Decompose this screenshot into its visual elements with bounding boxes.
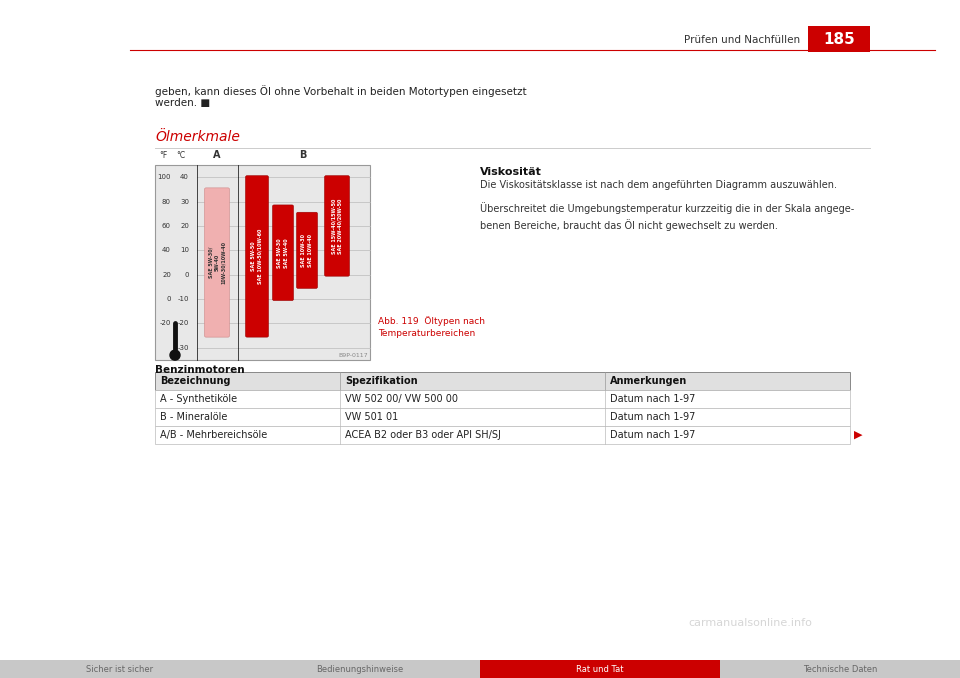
FancyBboxPatch shape (297, 212, 318, 288)
Text: °F: °F (158, 151, 167, 160)
Text: Datum nach 1-97: Datum nach 1-97 (610, 412, 695, 422)
Text: 100: 100 (157, 174, 171, 180)
Bar (720, 660, 960, 678)
Bar (155, 408, 850, 426)
Text: Ölmerkmale: Ölmerkmale (155, 130, 240, 144)
Text: B9P-0117: B9P-0117 (338, 353, 368, 358)
Text: SAE 15W-40/15W-50
SAE 20W-40/20W-50: SAE 15W-40/15W-50 SAE 20W-40/20W-50 (331, 198, 343, 254)
Bar (0, 660, 240, 678)
Text: -20: -20 (178, 321, 189, 326)
Text: 185: 185 (823, 31, 854, 47)
Text: 0: 0 (166, 296, 171, 302)
Bar (155, 390, 850, 408)
Bar (155, 426, 850, 444)
FancyBboxPatch shape (204, 188, 229, 337)
Text: ▶: ▶ (854, 430, 862, 440)
Text: VW 501 01: VW 501 01 (345, 412, 398, 422)
Text: ACEA B2 oder B3 oder API SH/SJ: ACEA B2 oder B3 oder API SH/SJ (345, 430, 501, 440)
FancyBboxPatch shape (246, 176, 269, 337)
Text: geben, kann dieses Öl ohne Vorbehalt in beiden Motortypen eingesetzt: geben, kann dieses Öl ohne Vorbehalt in … (155, 85, 527, 97)
Text: SAE 5W-30/
5W-40
10W-30/10W-40: SAE 5W-30/ 5W-40 10W-30/10W-40 (208, 241, 226, 284)
FancyBboxPatch shape (324, 176, 349, 276)
Text: Spezifikation: Spezifikation (345, 376, 418, 386)
Bar (155, 372, 850, 390)
Text: Datum nach 1-97: Datum nach 1-97 (610, 430, 695, 440)
Bar (808, 26, 870, 52)
Text: Überschreitet die Umgebungstemperatur kurzzeitig die in der Skala angege-
benen : Überschreitet die Umgebungstemperatur ku… (480, 202, 854, 231)
FancyBboxPatch shape (273, 205, 294, 300)
Text: Bezeichnung: Bezeichnung (160, 376, 230, 386)
Text: 20: 20 (162, 272, 171, 278)
Text: Abb. 119  Öltypen nach
Temperaturbereichen: Abb. 119 Öltypen nach Temperaturbereiche… (378, 317, 485, 338)
Text: Sicher ist sicher: Sicher ist sicher (86, 664, 154, 673)
Bar (480, 660, 720, 678)
Text: B - Mineralöle: B - Mineralöle (160, 412, 228, 422)
Text: SAE 5W-50
SAE 10W-50/10W-60: SAE 5W-50 SAE 10W-50/10W-60 (252, 228, 263, 284)
Text: Benzinmotoren: Benzinmotoren (155, 365, 245, 375)
Text: A - Synthetiköle: A - Synthetiköle (160, 394, 237, 404)
Text: Rat und Tat: Rat und Tat (576, 664, 624, 673)
Text: 60: 60 (162, 223, 171, 229)
Text: VW 502 00/ VW 500 00: VW 502 00/ VW 500 00 (345, 394, 458, 404)
Text: A/B - Mehrbereichsöle: A/B - Mehrbereichsöle (160, 430, 267, 440)
Text: 20: 20 (180, 223, 189, 229)
Text: -20: -20 (159, 321, 171, 326)
Text: Datum nach 1-97: Datum nach 1-97 (610, 394, 695, 404)
Text: Bedienungshinweise: Bedienungshinweise (317, 664, 403, 673)
Text: SAE 10W-30
SAE 10W-40: SAE 10W-30 SAE 10W-40 (301, 234, 313, 267)
Text: -10: -10 (178, 296, 189, 302)
Text: 30: 30 (180, 199, 189, 205)
Text: -30: -30 (178, 345, 189, 351)
Text: SAE 5W-30
SAE 5W-40: SAE 5W-30 SAE 5W-40 (277, 238, 289, 268)
Bar (155, 165, 370, 360)
Text: Prüfen und Nachfüllen: Prüfen und Nachfüllen (684, 35, 800, 45)
Text: Die Viskositätsklasse ist nach dem angeführten Diagramm auszuwählen.: Die Viskositätsklasse ist nach dem angef… (480, 180, 837, 190)
Bar (240, 660, 480, 678)
Text: Viskosität: Viskosität (480, 167, 541, 177)
Text: carmanualsonline.info: carmanualsonline.info (688, 618, 812, 628)
Text: 40: 40 (162, 247, 171, 254)
Text: 0: 0 (184, 272, 189, 278)
Circle shape (170, 350, 180, 360)
Text: Technische Daten: Technische Daten (803, 664, 877, 673)
Text: werden. ■: werden. ■ (155, 98, 210, 108)
Text: °C: °C (177, 151, 185, 160)
Text: Anmerkungen: Anmerkungen (610, 376, 687, 386)
Text: B: B (300, 150, 306, 160)
Text: 10: 10 (180, 247, 189, 254)
Text: 80: 80 (162, 199, 171, 205)
Text: 40: 40 (180, 174, 189, 180)
Text: A: A (213, 150, 221, 160)
